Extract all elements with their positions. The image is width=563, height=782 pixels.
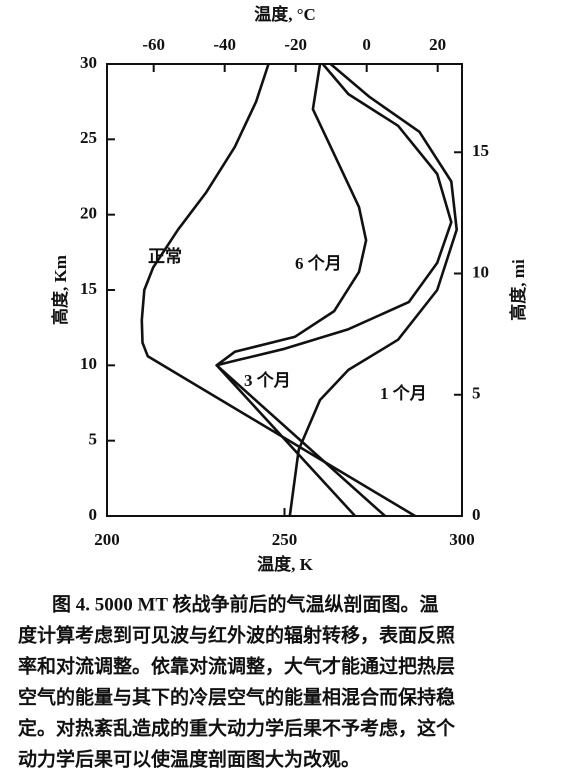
y2-tick-label: 15 — [472, 141, 489, 160]
y2-tick-label: 0 — [472, 505, 481, 524]
x2-tick-label: 0 — [362, 35, 371, 54]
y-tick-label: 25 — [80, 128, 97, 147]
caption-line: 率和对流调整。依靠对流调整，大气才能通过把热层 — [18, 654, 455, 677]
series-label: 1 个月 — [380, 383, 427, 403]
caption-line: 定。对热紊乱造成的重大动力学后果不予考虑，这个 — [18, 716, 456, 739]
plot-frame — [106, 63, 463, 517]
caption-line: 图 4. 5000 MT 核战争前后的气温纵剖面图。温 — [52, 592, 439, 615]
profile-line — [215, 63, 368, 517]
x2-tick-label: -20 — [284, 35, 307, 54]
x2-tick-label: -40 — [213, 35, 236, 54]
y-tick-label: 20 — [80, 204, 97, 223]
caption-line: 度计算考虑到可见波与红外波的辐射转移，表面反照 — [18, 623, 455, 646]
caption-line: 空气的能量与其下的冷层空气的能量相混合而保持稳 — [18, 685, 455, 708]
x-tick-label: 200 — [94, 530, 120, 549]
profile-line — [140, 63, 416, 518]
bottom-axis-title: 温度, K — [257, 554, 313, 574]
y-tick-label: 5 — [89, 430, 98, 449]
x-tick-label: 250 — [272, 530, 298, 549]
y-tick-label: 15 — [80, 279, 97, 298]
right-axis-title: 高度, mi — [508, 259, 528, 321]
x2-tick-label: 20 — [429, 35, 446, 54]
y-tick-label: 30 — [80, 53, 97, 72]
y-tick-label: 10 — [80, 354, 97, 373]
left-axis-title: 高度, Km — [50, 255, 70, 325]
profile-line — [288, 63, 458, 517]
profile-line — [215, 63, 453, 517]
x-tick-label: 300 — [449, 530, 475, 549]
x2-tick-label: -60 — [142, 35, 165, 54]
caption-line: 动力学后果可以使温度剖面图大为改观。 — [18, 747, 360, 770]
series-label: 3 个月 — [244, 370, 291, 390]
series-label: 6 个月 — [295, 253, 342, 273]
y-tick-label: 0 — [89, 505, 98, 524]
top-axis-title: 温度, °C — [254, 4, 316, 24]
y2-tick-label: 10 — [472, 262, 489, 281]
series-label: 正常 — [148, 246, 182, 266]
y2-tick-label: 5 — [472, 384, 481, 403]
